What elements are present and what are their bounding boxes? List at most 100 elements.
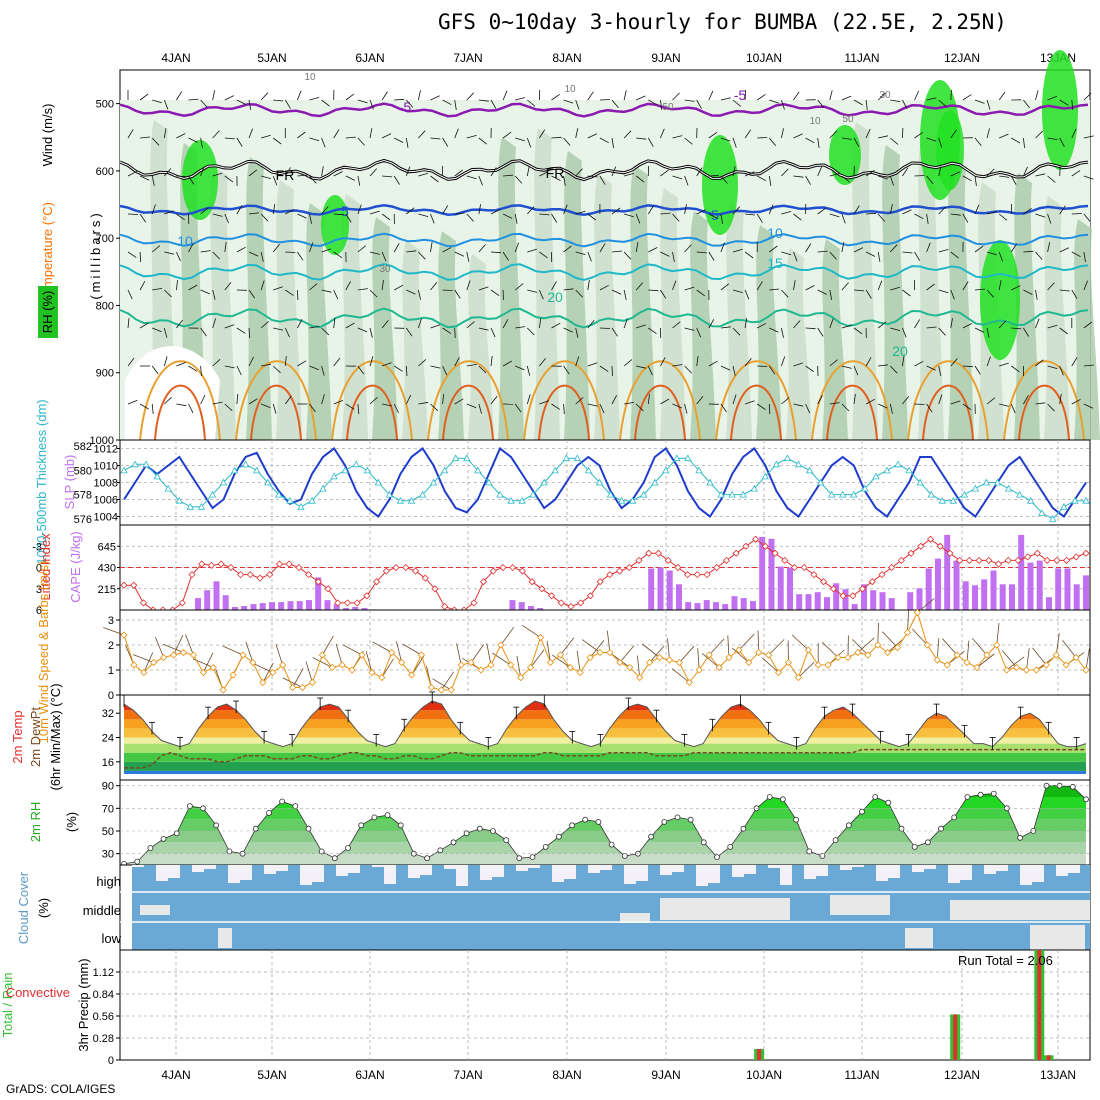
wind-barb: [248, 398, 258, 405]
wind-barb: [720, 213, 723, 224]
rh-point: [977, 791, 984, 798]
wind-barb: [853, 289, 865, 292]
wind-barb-10m: [530, 649, 545, 668]
cloud-high-gap: [888, 865, 900, 878]
wind-barb: [974, 99, 985, 104]
wind-barb: [151, 245, 161, 253]
wind-barb: [889, 204, 893, 215]
cape-bar: [722, 604, 729, 610]
wind-barb-10m: [342, 644, 363, 656]
wind-barb-10m: [1062, 639, 1077, 658]
rh2m-panel: 30 50 70 90 2m RH (%): [28, 779, 1091, 867]
dewpt2m-label: 2m DewPt: [28, 707, 43, 767]
tick-label: 2: [108, 640, 114, 652]
li-point: [878, 571, 886, 579]
isotherm-label: 5: [711, 207, 719, 223]
wind-barb: [575, 397, 584, 405]
thickness-point: [971, 484, 980, 492]
tick-label: 800: [96, 300, 114, 312]
wind-barb: [805, 403, 811, 414]
tick-label: 0.56: [93, 1011, 114, 1023]
wind-barb: [926, 137, 937, 142]
wind-barb: [200, 166, 205, 177]
wind-barb: [781, 327, 784, 338]
wind-barb: [720, 97, 731, 101]
wind-speed-point: [566, 663, 574, 672]
rh-point: [569, 822, 575, 829]
wind-barb: [224, 281, 232, 291]
wind-barb: [696, 167, 703, 177]
wind-barb: [986, 128, 990, 139]
cloud-high-gap: [204, 865, 216, 869]
cloud-unit-label: (%): [36, 898, 51, 918]
wind-barb: [914, 360, 924, 367]
wind-barb-10m: [202, 652, 214, 673]
wind-barb: [151, 175, 155, 186]
wind-barb-10m: [942, 638, 958, 656]
wind-barb: [817, 327, 824, 337]
cape-bar: [981, 579, 988, 610]
wind-barb: [1047, 242, 1051, 253]
isotherm-hot-loop: [1018, 384, 1070, 441]
thickness-point: [960, 490, 969, 498]
rh-point: [305, 825, 312, 832]
wind-barb-10m: [275, 643, 284, 666]
li-point: [538, 585, 546, 593]
wind-speed-point: [755, 648, 763, 657]
wind-barb: [1083, 92, 1092, 101]
wind-speed-point: [715, 663, 723, 672]
wind-barb: [841, 365, 852, 369]
cloud-low-gap: [905, 928, 933, 948]
wind-speed-point: [636, 673, 644, 682]
li-point: [178, 599, 186, 607]
wind-barb: [563, 204, 568, 215]
thickness-point: [761, 472, 769, 480]
wind-barb: [986, 251, 997, 256]
wind-barb: [962, 175, 972, 182]
thickness-point: [463, 454, 471, 462]
cloud-high-gap: [312, 865, 324, 882]
rh-axis-label: RH (%): [40, 291, 55, 334]
wind-barb: [236, 393, 239, 405]
wind-barb: [515, 137, 525, 142]
cloud-high-gap: [528, 865, 540, 868]
wind-barb: [902, 99, 908, 109]
wind-barb: [636, 95, 646, 101]
wind-barb: [514, 213, 518, 224]
thickness-point: [441, 466, 449, 474]
wind-barb: [345, 175, 355, 181]
cloud-high-gap: [240, 865, 252, 880]
wind-barb: [708, 319, 715, 329]
top-date-axis: 4JAN5JAN6JAN7JAN8JAN9JAN10JAN11JAN12JAN1…: [161, 51, 1076, 65]
wind-barb: [527, 327, 535, 336]
wind-barb: [309, 365, 319, 371]
wind-barb: [284, 99, 291, 109]
thickness-point: [872, 472, 880, 480]
wind-barb: [1071, 99, 1074, 110]
li-point: [402, 563, 410, 572]
wind-barb: [321, 206, 329, 215]
wind-barb: [527, 289, 538, 293]
wind-barb: [503, 174, 514, 177]
wind-barb: [732, 206, 741, 215]
wind-barb-10m: [877, 622, 879, 646]
rh-point: [556, 833, 562, 840]
wind-barb: [176, 175, 187, 178]
wind-barb: [418, 130, 426, 139]
wind-barb: [744, 89, 746, 101]
tick-label: 600: [96, 166, 114, 178]
thickness-point: [275, 490, 283, 498]
wind-barb: [817, 289, 827, 295]
cloud-high-gap: [384, 865, 396, 884]
wind-barb: [200, 207, 209, 215]
wind-barb: [599, 137, 609, 144]
wind-barb: [466, 403, 477, 409]
wind-barb: [817, 207, 827, 215]
wind-barb: [478, 99, 489, 102]
wind-barb: [769, 245, 778, 253]
thickness-point: [783, 454, 792, 462]
wind-barb-10m: [649, 645, 665, 663]
li-point: [392, 563, 400, 572]
wind-barb: [647, 365, 653, 376]
wind-barb: [236, 246, 246, 253]
